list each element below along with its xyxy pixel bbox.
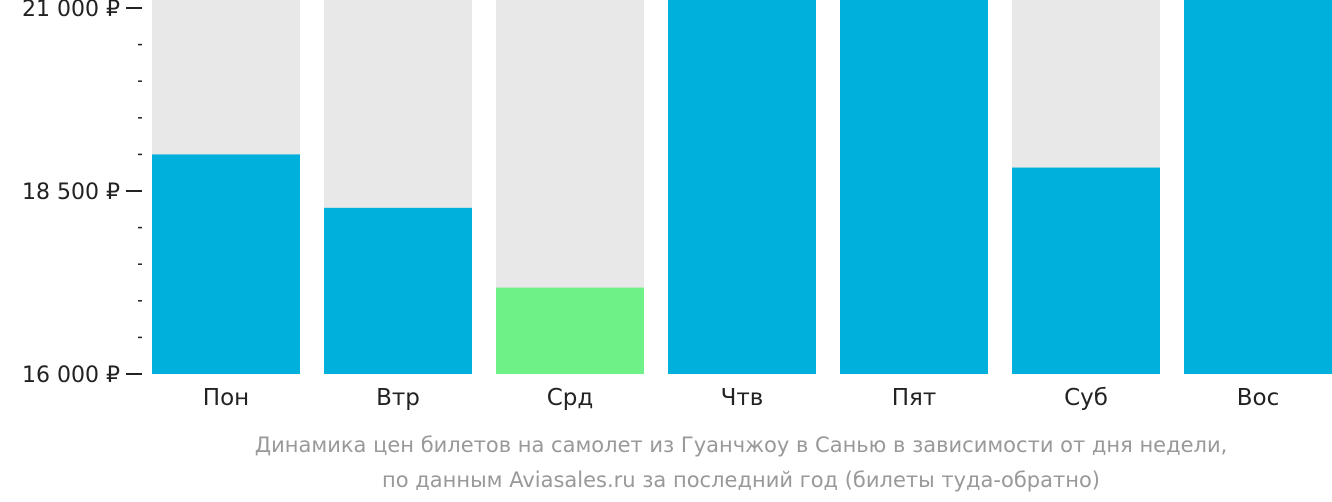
y-tick-label: 16 000 ₽ bbox=[22, 363, 120, 388]
x-tick-label: Втр bbox=[376, 385, 420, 411]
x-tick-label: Суб bbox=[1064, 385, 1108, 411]
bar-7 bbox=[1184, 0, 1332, 374]
bar-4 bbox=[668, 0, 816, 374]
x-tick-label: Вос bbox=[1237, 385, 1280, 411]
chart-caption-line-2: по данным Aviasales.ru за последний год … bbox=[382, 468, 1100, 492]
bar-1 bbox=[152, 154, 300, 374]
x-tick-label: Срд bbox=[547, 385, 594, 411]
bar-5 bbox=[840, 0, 988, 374]
bar-2 bbox=[324, 207, 472, 374]
bar-chart-svg: Пон Втр Срд Чтв Пят Суб Вос 16 000 ₽ 18 500 ₽ 21 … bbox=[22, 0, 1332, 411]
chart-caption-line-1: Динамика цен билетов на самолет из Гуанч… bbox=[254, 433, 1228, 457]
bar-6 bbox=[1012, 167, 1160, 374]
y-tick-label: 18 500 ₽ bbox=[22, 180, 120, 205]
x-tick-label: Пон bbox=[203, 385, 249, 411]
x-tick-label: Чтв bbox=[721, 385, 764, 411]
y-tick-label: 21 000 ₽ bbox=[22, 0, 120, 22]
x-tick-label: Пят bbox=[892, 385, 937, 411]
bar-3 bbox=[496, 287, 644, 374]
